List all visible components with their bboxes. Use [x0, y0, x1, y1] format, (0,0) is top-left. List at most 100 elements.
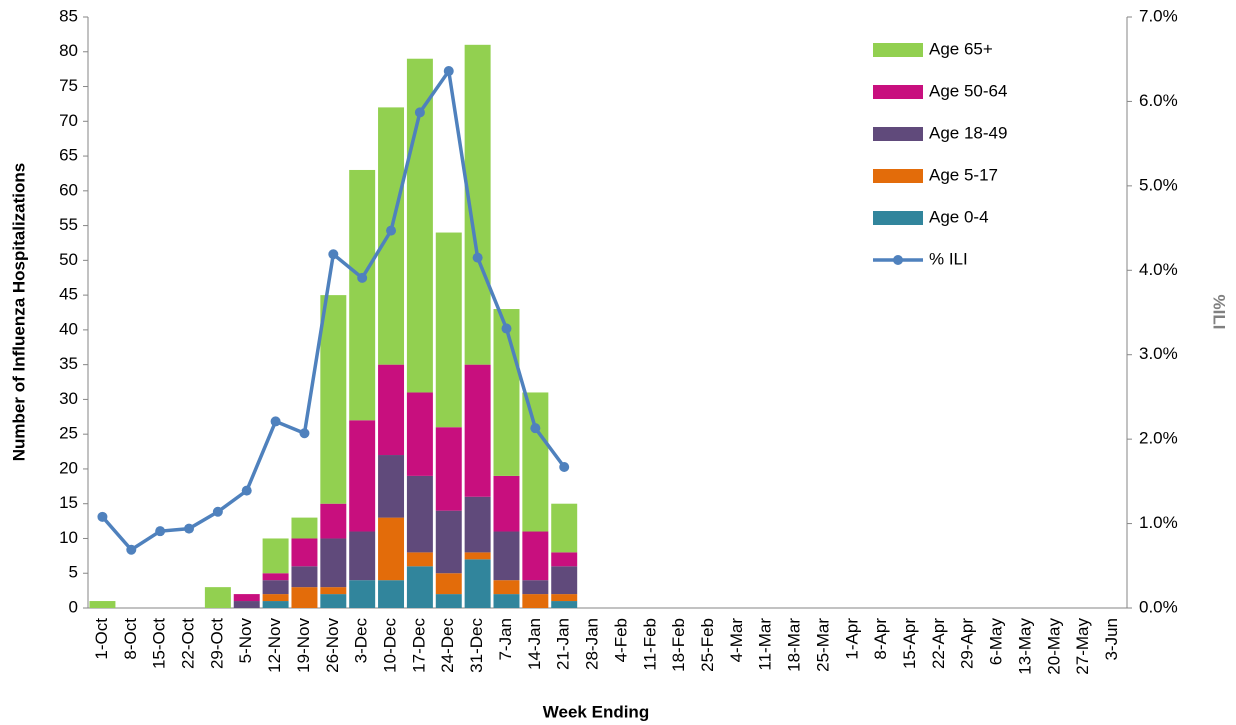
bar-segment: [233, 601, 260, 608]
line-point: [443, 66, 454, 77]
bar-segment: [464, 559, 491, 608]
bar-segment: [493, 475, 520, 532]
x-tick-label: 25-Mar: [813, 618, 832, 672]
y-tick-label: 75: [59, 76, 78, 95]
bar-segment: [320, 503, 347, 539]
line-point: [97, 511, 108, 522]
bar-segment: [320, 538, 347, 588]
bar-segment: [262, 538, 289, 574]
x-tick-label: 24-Dec: [438, 618, 457, 673]
y-tick-label: 40: [59, 319, 78, 338]
bar-segment: [435, 427, 462, 511]
y-tick-label: 50: [59, 250, 78, 269]
bar-segment: [378, 455, 405, 518]
x-tick-label: 11-Feb: [640, 618, 659, 671]
line-point: [184, 523, 195, 534]
x-tick-label: 31-Dec: [467, 618, 486, 673]
bar-segment: [89, 601, 116, 608]
y-tick-label: 25: [59, 424, 78, 443]
bar-segment: [522, 594, 549, 608]
x-tick-label: 22-Apr: [929, 618, 948, 669]
bar-segment: [378, 580, 405, 608]
x-tick-label: 26-Nov: [323, 618, 342, 673]
x-tick-label: 4-Mar: [727, 618, 746, 663]
bar-segment: [435, 573, 462, 595]
bar-segment: [464, 496, 491, 553]
bar-segment: [435, 510, 462, 574]
bar-segment: [262, 580, 289, 595]
line-point: [241, 485, 252, 496]
x-tick-label: 7-Jan: [496, 618, 515, 661]
legend-label: Age 0-4: [929, 207, 989, 226]
x-tick-label: 28-Jan: [583, 618, 602, 670]
y2-tick-label: 0.0%: [1139, 597, 1178, 616]
line-point: [559, 462, 570, 473]
y-tick-label: 45: [59, 285, 78, 304]
bar-segment: [291, 566, 318, 588]
line-point: [386, 225, 397, 236]
line-point: [357, 272, 368, 283]
x-tick-label: 17-Dec: [409, 618, 428, 673]
x-tick-label: 6-May: [987, 618, 1006, 666]
bar-segment: [406, 566, 433, 608]
bar-segment: [464, 552, 491, 560]
x-tick-label: 29-Oct: [207, 618, 226, 669]
bar-segment: [551, 503, 578, 553]
y-tick-label: 70: [59, 111, 78, 130]
y2-tick-label: 1.0%: [1139, 513, 1178, 532]
x-tick-label: 8-Oct: [121, 618, 140, 660]
bar-segment: [493, 309, 520, 476]
bar-segment: [493, 580, 520, 595]
bar-segment: [435, 232, 462, 428]
line-point: [270, 416, 281, 427]
y-tick-label: 10: [59, 528, 78, 547]
y-tick-label: 20: [59, 458, 78, 477]
x-tick-label: 14-Jan: [525, 618, 544, 670]
x-tick-label: 4-Feb: [611, 618, 630, 662]
y-tick-label: 80: [59, 41, 78, 60]
x-tick-label: 1-Apr: [842, 618, 861, 660]
bar-segment: [291, 517, 318, 539]
bar-segment: [233, 594, 260, 602]
y-axis-title: Number of Influenza Hospitalizations: [9, 163, 28, 461]
y-tick-label: 0: [69, 597, 78, 616]
bar-segment: [551, 594, 578, 602]
line-point: [126, 544, 137, 555]
bar-segment: [551, 552, 578, 567]
bar-segment: [493, 531, 520, 581]
line-point: [328, 249, 339, 260]
x-tick-label: 10-Dec: [381, 618, 400, 673]
legend-swatch: [873, 211, 923, 225]
bar-segment: [378, 107, 405, 365]
x-tick-label: 22-Oct: [178, 618, 197, 669]
y-tick-label: 30: [59, 389, 78, 408]
line-point: [155, 526, 166, 537]
x-tick-label: 25-Feb: [698, 618, 717, 672]
y2-tick-label: 5.0%: [1139, 175, 1178, 194]
bar-segment: [378, 364, 405, 456]
x-tick-label: 21-Jan: [554, 618, 573, 670]
bar-segment: [406, 392, 433, 476]
bar-segment: [551, 601, 578, 608]
x-tick-label: 13-May: [1015, 618, 1034, 675]
y2-tick-label: 6.0%: [1139, 91, 1178, 110]
bar-segment: [349, 420, 376, 532]
x-tick-label: 27-May: [1073, 618, 1092, 675]
bar-segment: [320, 587, 347, 595]
x-tick-label: 20-May: [1044, 618, 1063, 675]
bar-segment: [204, 587, 231, 608]
y2-axis-title: %ILI: [1210, 295, 1229, 330]
x-tick-label: 18-Feb: [669, 618, 688, 672]
line-point: [501, 323, 512, 334]
line-point: [414, 107, 425, 118]
y-tick-label: 60: [59, 180, 78, 199]
y-tick-label: 15: [59, 493, 78, 512]
y2-tick-label: 2.0%: [1139, 429, 1178, 448]
x-tick-label: 1-Oct: [92, 618, 111, 660]
bar-segment: [262, 594, 289, 602]
bar-segment: [406, 552, 433, 567]
x-tick-label: 5-Nov: [236, 618, 255, 664]
x-tick-label: 3-Jun: [1102, 618, 1121, 661]
x-tick-label: 19-Nov: [294, 618, 313, 673]
